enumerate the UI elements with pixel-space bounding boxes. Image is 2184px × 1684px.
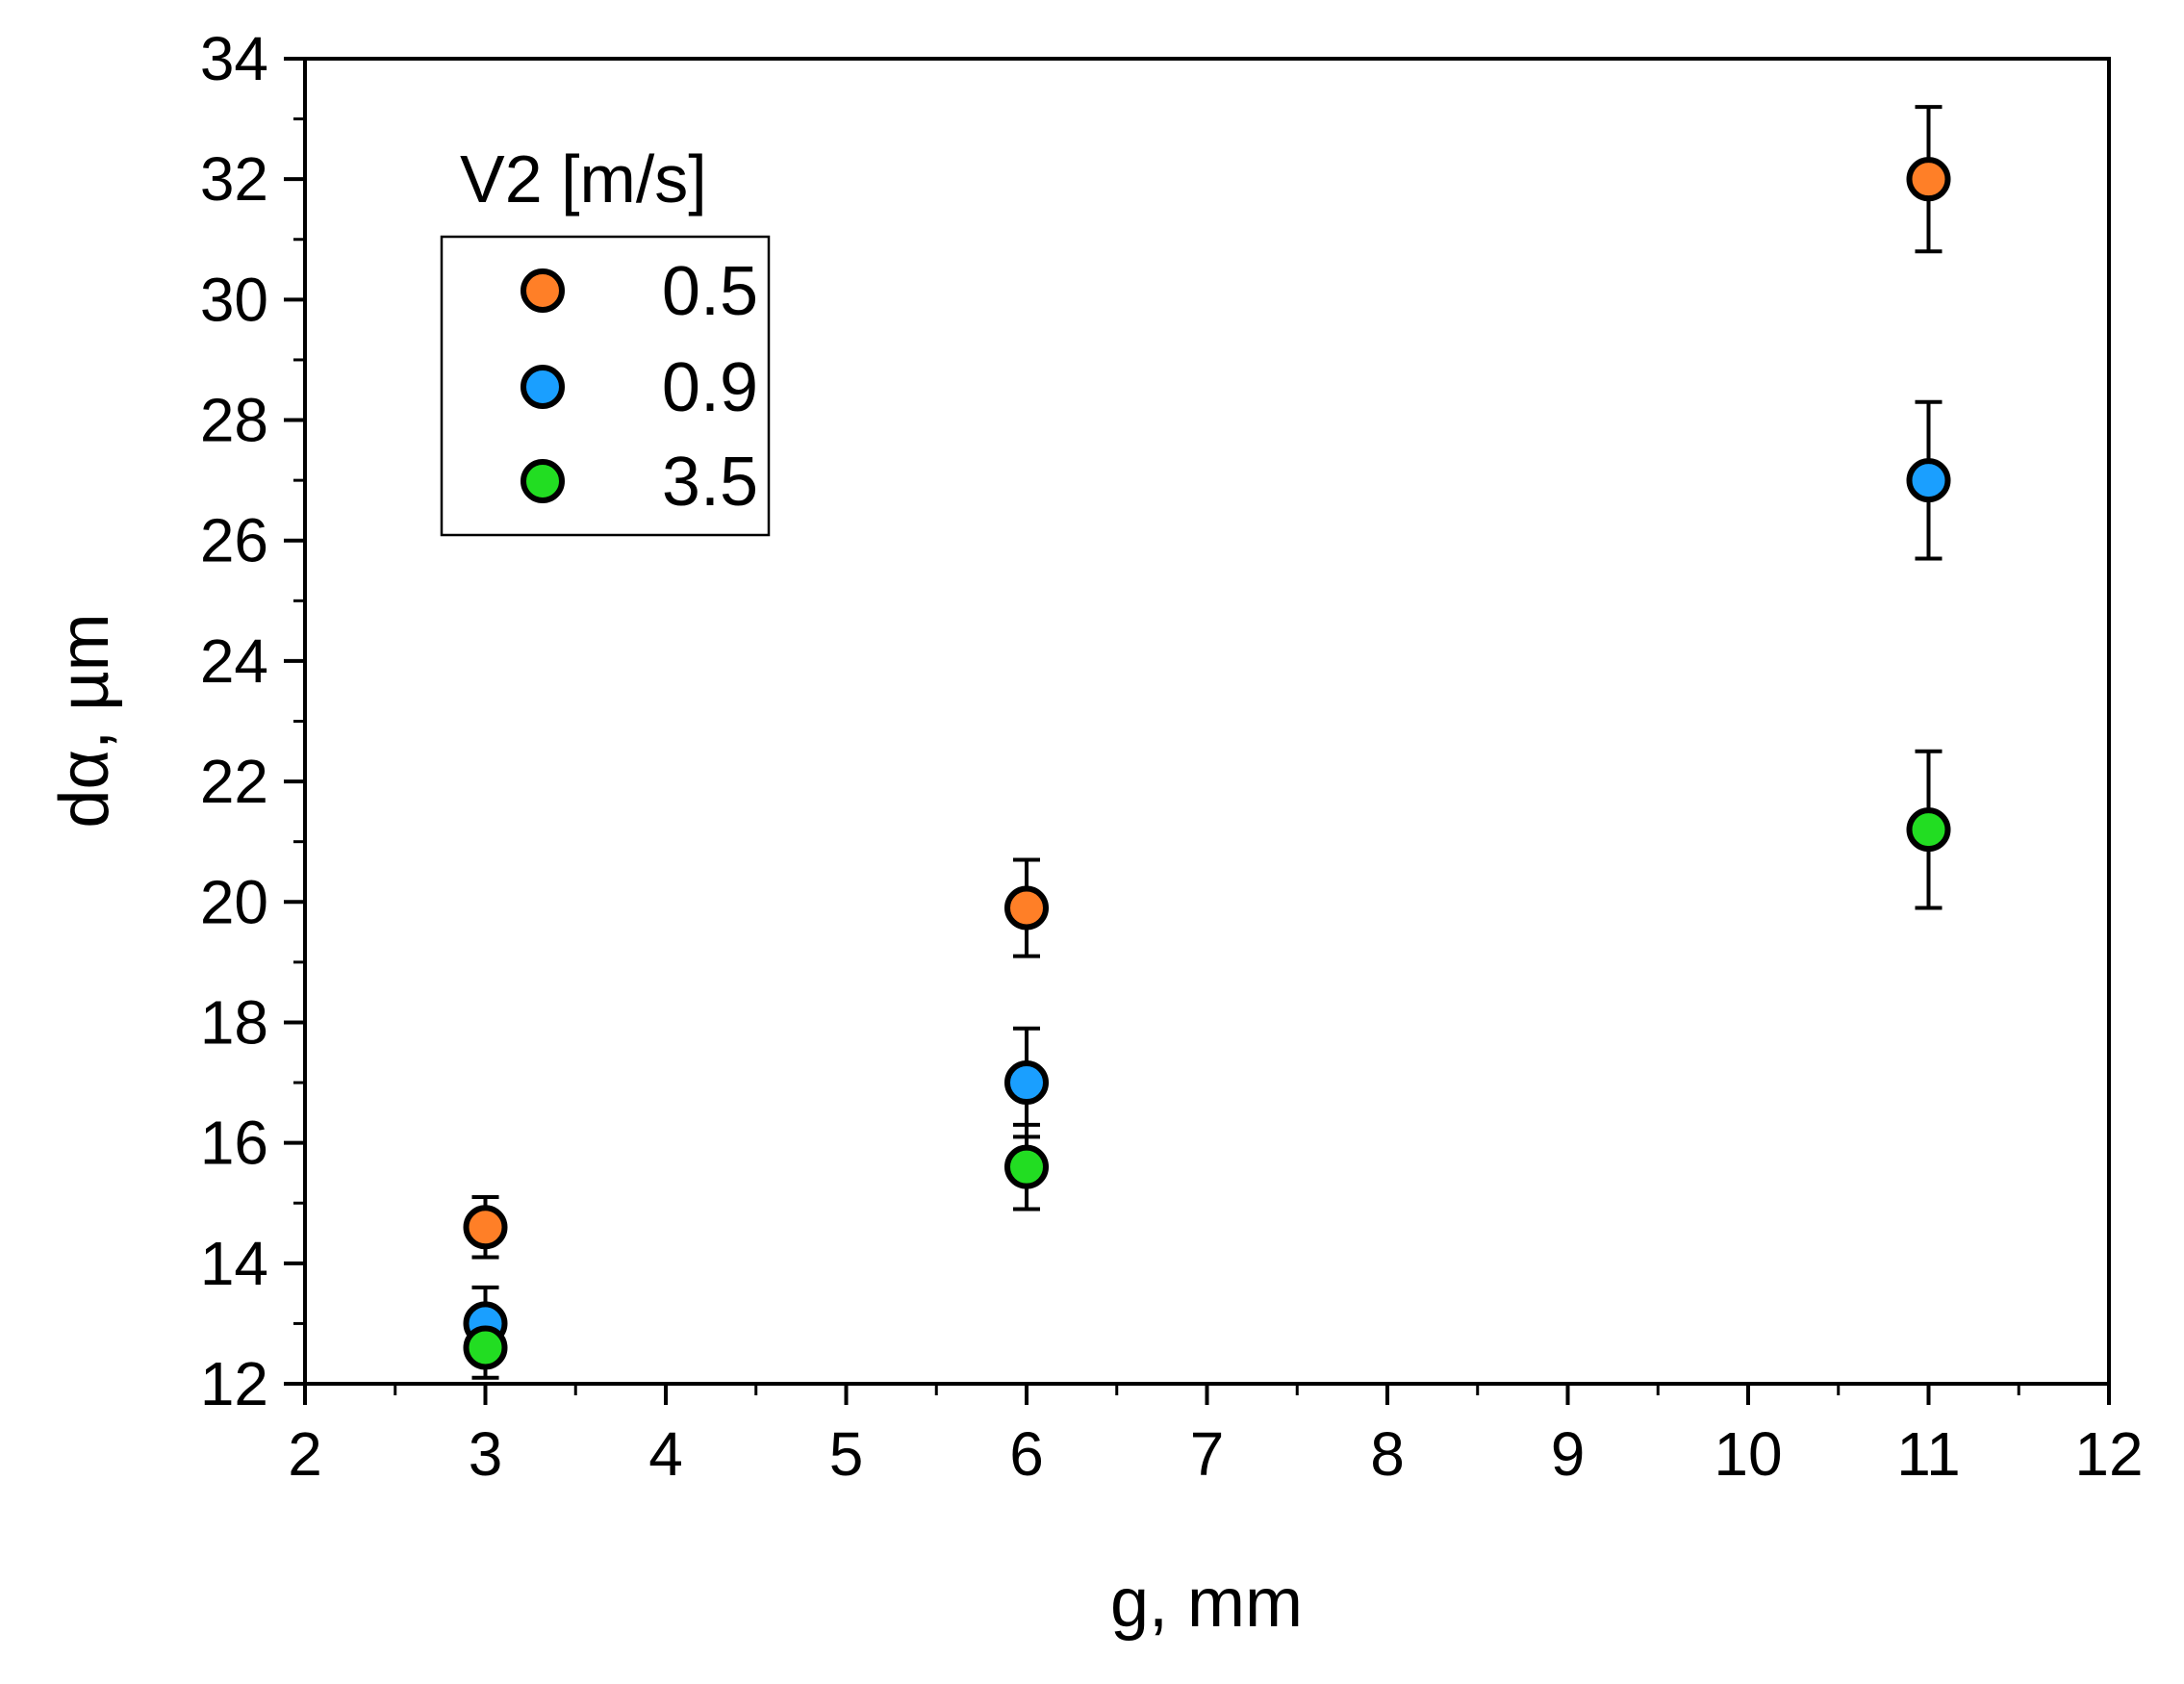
legend-label-3.5: 3.5 xyxy=(662,444,758,521)
y-tick-label-22: 22 xyxy=(200,747,268,816)
y-axis-label: dα, µm xyxy=(46,613,123,828)
x-tick-label-2: 2 xyxy=(288,1419,322,1489)
x-tick-label-7: 7 xyxy=(1190,1419,1225,1489)
plot-frame xyxy=(303,57,2111,1386)
y-tick-label-16: 16 xyxy=(200,1109,268,1178)
x-tick-label-4: 4 xyxy=(648,1419,683,1489)
legend-label-0.5: 0.5 xyxy=(662,253,758,330)
x-tick-label-11: 11 xyxy=(1896,1419,1960,1489)
x-tick-label-8: 8 xyxy=(1370,1419,1405,1489)
data-point-0.9-x6 xyxy=(1004,1060,1049,1106)
x-tick-label-6: 6 xyxy=(1009,1419,1044,1489)
legend-box xyxy=(440,235,771,537)
x-tick-label-5: 5 xyxy=(829,1419,864,1489)
data-point-3.5-x3 xyxy=(463,1325,508,1370)
legend-marker-0.5 xyxy=(521,268,565,313)
x-tick-label-9: 9 xyxy=(1551,1419,1586,1489)
x-axis-label: g, mm xyxy=(1110,1565,1303,1642)
y-tick-label-24: 24 xyxy=(200,626,268,696)
legend-title: V2 [m/s] xyxy=(460,141,707,217)
legend-label-0.9: 0.9 xyxy=(662,349,758,426)
y-tick-label-28: 28 xyxy=(200,386,268,455)
data-point-3.5-x6 xyxy=(1004,1144,1049,1189)
data-point-0.5-x6 xyxy=(1004,885,1049,931)
data-point-0.5-x3 xyxy=(463,1205,508,1250)
legend: V2 [m/s] 0.5 0.9 3.5 xyxy=(440,141,771,537)
y-tick-label-12: 12 xyxy=(200,1349,268,1418)
data-point-3.5-x11 xyxy=(1906,807,1951,853)
y-tick-label-18: 18 xyxy=(200,987,268,1057)
legend-items: 0.5 0.9 3.5 xyxy=(521,253,758,521)
y-tick-label-32: 32 xyxy=(200,144,268,214)
legend-marker-3.5 xyxy=(521,459,565,503)
y-tick-label-26: 26 xyxy=(200,506,268,575)
y-tick-label-34: 34 xyxy=(200,24,268,93)
data-point-0.9-x11 xyxy=(1906,458,1951,503)
x-tick-label-3: 3 xyxy=(469,1419,503,1489)
x-tick-label-10: 10 xyxy=(1714,1419,1782,1489)
legend-marker-0.9 xyxy=(521,365,565,409)
x-tick-label-12: 12 xyxy=(2074,1419,2143,1489)
data-point-0.5-x11 xyxy=(1906,157,1951,202)
data-points-layer xyxy=(463,157,1951,1370)
y-tick-label-14: 14 xyxy=(200,1229,268,1298)
axis-ticks-layer xyxy=(284,57,2111,1405)
y-tick-label-20: 20 xyxy=(200,867,268,936)
y-tick-label-30: 30 xyxy=(200,265,268,334)
